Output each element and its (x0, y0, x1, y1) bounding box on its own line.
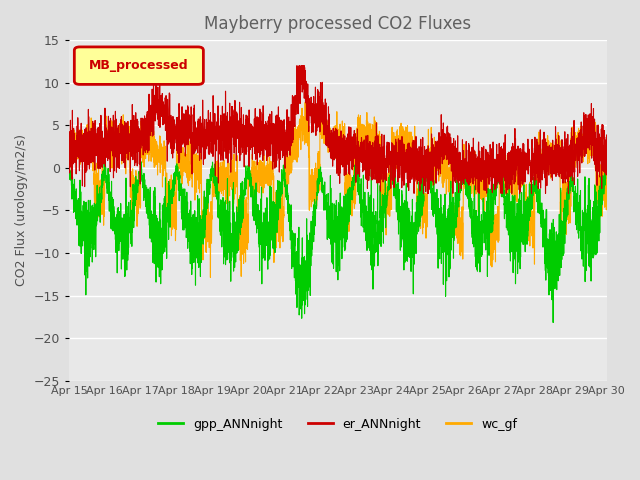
Y-axis label: CO2 Flux (urology/m2/s): CO2 Flux (urology/m2/s) (15, 134, 28, 287)
Legend: gpp_ANNnight, er_ANNnight, wc_gf: gpp_ANNnight, er_ANNnight, wc_gf (154, 413, 522, 436)
Title: Mayberry processed CO2 Fluxes: Mayberry processed CO2 Fluxes (204, 15, 471, 33)
FancyBboxPatch shape (74, 47, 204, 84)
Text: MB_processed: MB_processed (89, 59, 189, 72)
